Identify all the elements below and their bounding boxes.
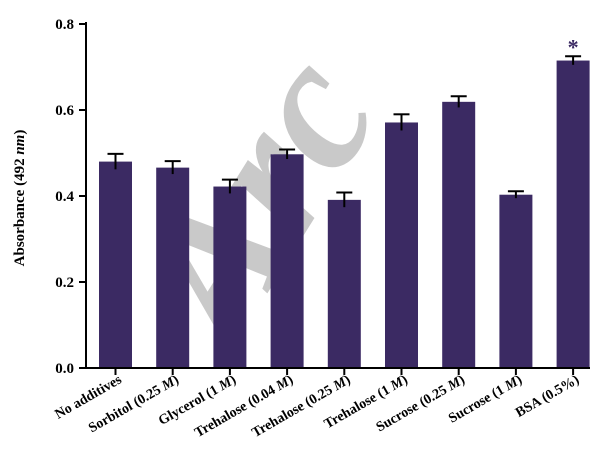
bar: [499, 194, 533, 368]
y-tick-label: 0.0: [55, 361, 74, 377]
y-tick-label: 0.2: [55, 275, 74, 291]
bar: [270, 154, 304, 368]
error-bar: [221, 178, 238, 194]
x-category-label: Trehalose (0.25 M): [250, 372, 354, 441]
error-bar: [565, 55, 582, 65]
x-category-label: Trehalose (0.04 M): [192, 372, 296, 441]
error-bar: [393, 113, 410, 131]
error-bar: [279, 148, 296, 160]
y-tick-label: 0.6: [55, 103, 74, 119]
error-bar: [336, 191, 353, 208]
y-tick-label: 0.8: [55, 17, 74, 33]
bar: [442, 101, 476, 368]
y-axis-label: Absorbance (492 nm): [12, 130, 28, 267]
error-bar: [450, 95, 467, 108]
error-bar: [164, 160, 181, 175]
bar: [156, 167, 190, 368]
significance-marker: *: [568, 34, 579, 59]
y-tick-label: 0.4: [55, 189, 74, 205]
error-bar: [107, 152, 124, 170]
error-bar: [507, 190, 524, 199]
x-category-label: BSA (0.5%): [513, 372, 582, 421]
bar: [213, 186, 247, 368]
bar: [385, 122, 418, 368]
bar: [556, 60, 590, 369]
bar: [99, 161, 132, 368]
bar: [327, 199, 361, 368]
watermark-text: Arc: [84, 19, 418, 380]
